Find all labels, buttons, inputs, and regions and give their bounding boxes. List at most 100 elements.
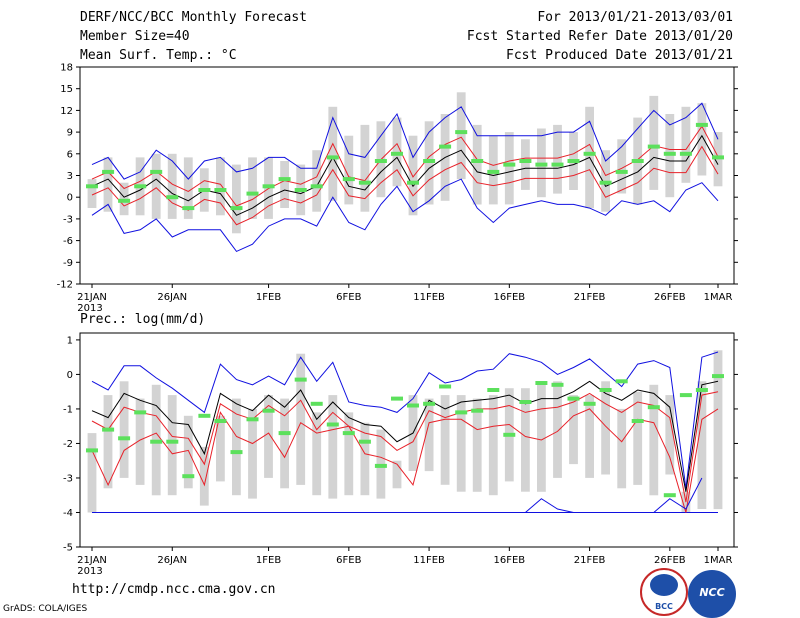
observation-marker bbox=[294, 377, 307, 382]
x-tick-label: 26FEB bbox=[654, 292, 686, 303]
panel-precipitation: -5 -4 -3 -2 -1 0 1 21JAN 26JAN 1FEB 6FEB 11FEB 16FEB… bbox=[63, 332, 738, 577]
observation-marker bbox=[567, 159, 580, 163]
observation-marker bbox=[374, 159, 387, 163]
y-tick-label: 0 bbox=[67, 370, 73, 381]
range-box bbox=[472, 124, 482, 205]
observation-marker bbox=[423, 159, 436, 163]
x-tick-label: 21FEB bbox=[574, 555, 606, 566]
x-tick-label: 11FEB bbox=[413, 292, 445, 303]
observation-marker bbox=[326, 155, 339, 160]
observation-marker bbox=[439, 384, 452, 389]
observation-marker bbox=[86, 184, 98, 189]
range-box bbox=[553, 381, 562, 478]
observation-marker bbox=[487, 388, 500, 392]
y-tick-label: 3 bbox=[67, 171, 73, 182]
observation-marker bbox=[150, 169, 163, 174]
y-tick-label: -12 bbox=[57, 280, 73, 291]
observation-marker bbox=[599, 388, 612, 392]
bcc-logo: BCC bbox=[640, 568, 688, 616]
y-tick-label: -3 bbox=[63, 214, 73, 225]
observation-marker bbox=[310, 401, 323, 406]
observation-marker bbox=[198, 413, 211, 418]
x-tick-label: 21JAN bbox=[77, 292, 107, 303]
observation-marker bbox=[695, 122, 708, 127]
range-box bbox=[264, 395, 273, 478]
range-box bbox=[456, 395, 466, 492]
range-box bbox=[103, 157, 113, 212]
observation-marker bbox=[647, 405, 660, 410]
observation-marker bbox=[342, 431, 355, 436]
range-box bbox=[183, 157, 193, 219]
range-box bbox=[103, 395, 113, 489]
range-box bbox=[232, 398, 241, 496]
observation-marker bbox=[647, 144, 660, 149]
chart-title: DERF/NCC/BCC Monthly Forecast bbox=[80, 10, 307, 25]
x-tick-label: 6FEB bbox=[336, 292, 361, 303]
observation-marker bbox=[246, 417, 259, 422]
x-tick-label: 1FEB bbox=[256, 555, 281, 566]
min-line bbox=[91, 178, 719, 253]
observation-marker bbox=[615, 379, 628, 384]
observation-marker bbox=[118, 198, 131, 203]
observation-marker bbox=[102, 427, 115, 432]
observation-marker bbox=[166, 195, 179, 200]
observation-marker bbox=[407, 180, 419, 185]
variable-label: Mean Surf. Temp.: °C bbox=[80, 48, 237, 63]
range-box bbox=[280, 398, 289, 489]
range-box bbox=[697, 381, 707, 509]
observation-marker bbox=[695, 388, 708, 392]
x-tick-label: 16FEB bbox=[494, 292, 526, 303]
lower-percentile-line bbox=[91, 408, 719, 513]
observation-marker bbox=[712, 374, 724, 379]
x-tick-label: 21FEB bbox=[574, 292, 606, 303]
observation-marker bbox=[342, 177, 355, 182]
range-box bbox=[392, 460, 402, 489]
x-tick-label: 1MAR bbox=[704, 555, 733, 566]
observation-marker bbox=[712, 155, 724, 160]
observation-marker bbox=[278, 431, 291, 436]
upper-percentile-line bbox=[91, 391, 719, 503]
range-box bbox=[328, 395, 338, 499]
observation-marker bbox=[214, 188, 227, 192]
x-tick-label: 26JAN bbox=[157, 555, 187, 566]
observation-marker bbox=[326, 422, 339, 427]
range-box bbox=[360, 124, 370, 212]
observation-marker bbox=[134, 184, 147, 189]
range-box bbox=[424, 398, 434, 472]
observation-marker bbox=[551, 162, 564, 167]
x-tick-label: 16FEB bbox=[494, 555, 526, 566]
x-tick-label: 26FEB bbox=[654, 555, 686, 566]
range-box bbox=[504, 132, 514, 205]
observation-marker bbox=[439, 144, 452, 149]
upper-percentile-line bbox=[91, 125, 719, 207]
y-tick-label: 15 bbox=[60, 84, 73, 95]
range-box bbox=[183, 415, 193, 489]
range-box bbox=[408, 135, 418, 216]
observation-marker bbox=[663, 493, 676, 498]
observation-marker bbox=[519, 400, 532, 404]
x-tick-label: 21JAN bbox=[77, 555, 107, 566]
observation-marker bbox=[487, 169, 500, 174]
range-box bbox=[360, 422, 370, 496]
range-box bbox=[713, 350, 723, 510]
observation-marker bbox=[230, 450, 243, 455]
observation-marker bbox=[455, 410, 468, 415]
source-url[interactable]: http://cmdp.ncc.cma.gov.cn bbox=[72, 582, 276, 597]
observation-marker bbox=[391, 396, 403, 401]
range-box bbox=[328, 106, 338, 201]
range-box bbox=[472, 398, 482, 492]
range-box bbox=[280, 161, 289, 208]
y-tick-label: 9 bbox=[67, 128, 73, 139]
started-date: Fcst Started Refer Date 2013/01/20 bbox=[466, 29, 733, 44]
range-box bbox=[216, 415, 225, 482]
observation-marker bbox=[102, 169, 115, 174]
observation-marker bbox=[471, 408, 484, 413]
x-tick-label: 26JAN bbox=[157, 292, 187, 303]
range-box bbox=[585, 395, 594, 478]
y-tick-label: -4 bbox=[63, 508, 73, 519]
range-box bbox=[440, 395, 450, 485]
y-tick-label: -6 bbox=[63, 236, 73, 247]
observation-marker bbox=[150, 439, 163, 444]
observation-marker bbox=[374, 463, 387, 468]
ncc-logo: NCC bbox=[688, 570, 736, 618]
